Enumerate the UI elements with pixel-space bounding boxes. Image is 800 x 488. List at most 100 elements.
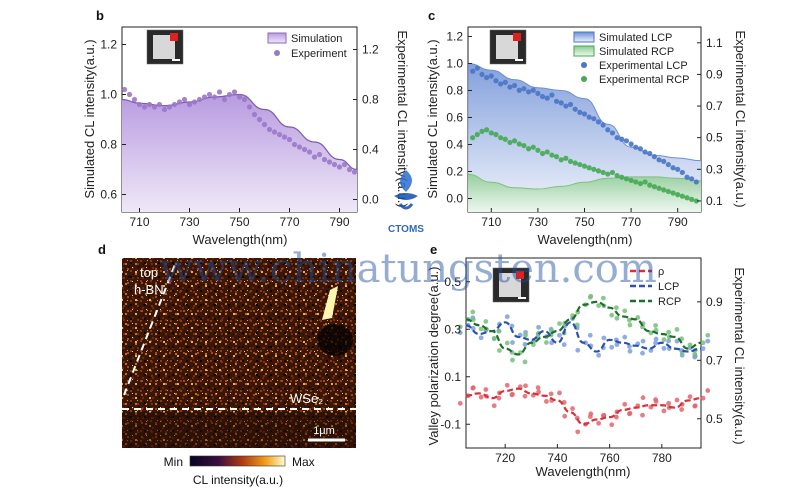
experiment-point [201, 94, 208, 100]
experiment-point [306, 149, 313, 155]
y-tick-label: 1.2 [446, 29, 463, 43]
rho-point [536, 389, 541, 395]
exp-rcp-point [633, 179, 639, 185]
exp-lcp-point [549, 92, 555, 98]
y2-tick-label: 0.3 [706, 162, 723, 176]
experiment-point [141, 104, 148, 110]
y-tick-label: 0.5 [444, 275, 461, 289]
exp-rcp-point [665, 188, 671, 195]
exp-lcp-point [553, 98, 560, 104]
exp-rcp-point [679, 193, 685, 199]
rcp-point [557, 321, 562, 326]
y2-tick-label: 0.5 [706, 131, 723, 145]
rho-point [483, 387, 489, 392]
exp-lcp-point [609, 130, 616, 136]
rho-point [522, 393, 528, 399]
experiment-point [196, 96, 203, 103]
exp-lcp-point [647, 150, 653, 157]
rcp-point [478, 326, 484, 332]
rcp-point [674, 327, 680, 332]
rho-point [510, 391, 515, 397]
exp-lcp-point [572, 106, 578, 112]
experiment-point [261, 121, 268, 128]
panel-b-inset-image [146, 29, 184, 65]
x-tick-label: 780 [652, 451, 672, 465]
experiment-point [271, 129, 278, 135]
legend-marker-exp-rcp [581, 76, 587, 82]
rho-point [622, 401, 628, 407]
colorbar-max-label: Max [292, 455, 315, 469]
panel-b-x-axis-label: Wavelength(nm) [193, 232, 288, 247]
experiment-point [246, 104, 253, 110]
rcp-point [627, 317, 632, 323]
experiment-point [146, 101, 153, 108]
x-tick-label: 750 [229, 215, 249, 229]
lcp-point [627, 344, 632, 349]
lcp-point [648, 348, 654, 353]
experiment-point [191, 99, 198, 105]
rho-point [575, 429, 581, 435]
experiment-point [206, 91, 213, 98]
legend-label-exp-rcp: Experimental RCP [599, 74, 689, 86]
exp-rcp-point [553, 154, 560, 160]
exp-lcp-point [525, 89, 532, 95]
rcp-point [661, 337, 667, 343]
lcp-point [587, 332, 593, 338]
rcp-point [596, 303, 602, 308]
exp-lcp-point [670, 165, 676, 171]
y-tick-label: 0.6 [446, 110, 463, 124]
rcp-point [483, 319, 489, 324]
panel-c-y2-axis-label: Experimental CL intensity(a.u.) [733, 30, 748, 207]
exp-lcp-point [651, 154, 658, 160]
y2-tick-label: 0.7 [706, 353, 723, 367]
exp-rcp-point [684, 195, 690, 201]
experiment-point [291, 141, 298, 148]
experiment-point [226, 91, 233, 98]
y-tick-label: 0.2 [446, 164, 463, 178]
experiment-point [281, 134, 288, 140]
rcp-point [653, 323, 658, 328]
legend-swatch-simulation [267, 32, 287, 44]
lcp-point [653, 340, 658, 346]
experiment-point [286, 136, 293, 143]
exp-lcp-point [619, 136, 625, 142]
sim-rcp-line [467, 173, 702, 190]
simulation-area-fill [122, 94, 357, 212]
exp-lcp-point [684, 174, 690, 180]
exp-rcp-point [507, 139, 513, 146]
rho-point [627, 410, 633, 416]
legend-label-exp-lcp: Experimental LCP [599, 60, 688, 72]
experiment-point [301, 146, 308, 153]
exp-lcp-point [507, 84, 513, 90]
exp-lcp-point [530, 87, 536, 93]
lcp-point [601, 335, 607, 341]
sim-lcp-line [467, 62, 702, 162]
y2-tick-label: 0.7 [706, 99, 723, 113]
experiment-point [336, 164, 343, 170]
panel-e-x-ticks: 720 740 760 780 [495, 444, 672, 465]
y2-tick-label: 0.9 [706, 295, 723, 309]
rcp-fit-line [465, 300, 702, 356]
lcp-point [561, 342, 567, 348]
rho-point [596, 420, 602, 426]
experiment-point [296, 144, 303, 150]
panel-e-inset-image [492, 267, 530, 303]
exp-rcp-point [470, 135, 476, 141]
lcp-point [666, 338, 672, 344]
panel-label-c: c [428, 8, 435, 23]
panel-e-scatter-points [457, 293, 711, 435]
rcp-point [700, 340, 706, 346]
rho-point [562, 413, 568, 419]
y-tick-label: 0.8 [446, 83, 463, 97]
exp-lcp-point [600, 122, 606, 128]
exp-rcp-point [689, 196, 695, 202]
y2-tick-label: 0.8 [362, 93, 379, 107]
experiment-point [351, 169, 358, 175]
panel-b-x-ticks: 710 730 750 770 790 [129, 208, 350, 229]
lcp-point [640, 338, 646, 344]
rcp-point [588, 293, 594, 299]
x-tick-label: 710 [129, 215, 149, 229]
rcp-point [614, 315, 620, 321]
rho-point [588, 411, 594, 417]
lcp-point [596, 352, 602, 358]
